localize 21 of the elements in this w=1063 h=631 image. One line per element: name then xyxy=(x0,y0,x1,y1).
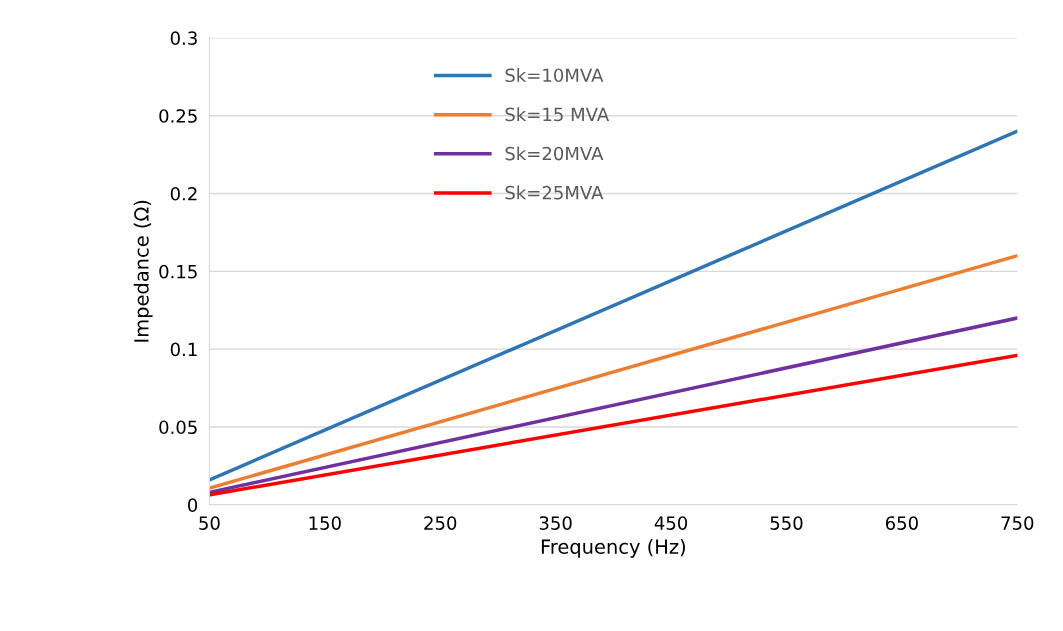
x-tick-label: 250 xyxy=(424,516,457,530)
y-axis-title: Impedance (Ω) xyxy=(133,200,153,342)
y-tick-label: 0.3 xyxy=(170,31,197,45)
y-tick-label: 0.05 xyxy=(159,420,197,435)
y-tick-label: 0 xyxy=(188,498,198,512)
x-tick-label: 650 xyxy=(885,516,918,530)
x-tick-label: 50 xyxy=(199,516,220,530)
y-tick-label: 0.2 xyxy=(170,186,197,201)
legend-label: Sk=20MVA xyxy=(505,146,604,161)
y-tick-label: 0.1 xyxy=(170,342,197,357)
y-tick-label: 0.25 xyxy=(159,109,197,123)
x-tick-label: 550 xyxy=(770,516,803,530)
x-tick-label: 450 xyxy=(654,516,688,530)
legend-label: Sk=10MVA xyxy=(505,68,604,83)
legend-label: Sk=15 MVA xyxy=(505,107,610,122)
y-tick-label: 0.15 xyxy=(159,264,197,279)
x-axis-title: Frequency (Hz) xyxy=(541,538,685,558)
x-tick-label: 150 xyxy=(309,516,341,530)
x-tick-label: 750 xyxy=(1001,516,1034,530)
legend-label: Sk=25MVA xyxy=(505,185,604,200)
x-tick-label: 350 xyxy=(539,516,572,530)
